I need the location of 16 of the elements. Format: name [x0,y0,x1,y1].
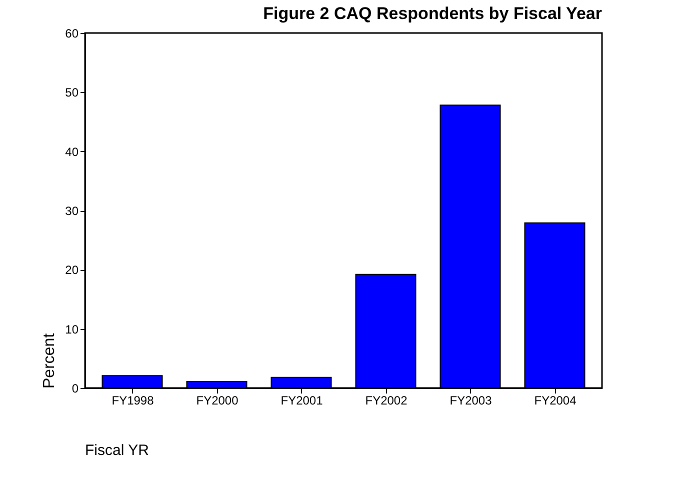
x-tick-label: FY2003 [450,394,492,408]
y-tick-label: 10 [65,322,79,336]
y-tick-label: 0 [72,382,79,396]
x-tick-label: FY2002 [365,394,408,408]
y-tick-label: 60 [65,26,79,40]
y-tick-label: 20 [65,263,79,278]
y-axis-title: Percent [41,332,58,388]
x-tick-label: FY2001 [280,394,324,408]
x-tick-label: FY2004 [534,394,577,408]
y-tick-label: 30 [65,204,79,218]
y-tick-label: 50 [65,86,79,100]
y-tick-label: 40 [65,144,79,159]
x-axis-title: Fiscal YR [85,442,150,459]
chart-title: Figure 2 CAQ Respondents by Fiscal Year [263,4,602,23]
x-tick-label: FY2000 [196,394,239,408]
x-tick-label: FY1998 [112,394,154,408]
